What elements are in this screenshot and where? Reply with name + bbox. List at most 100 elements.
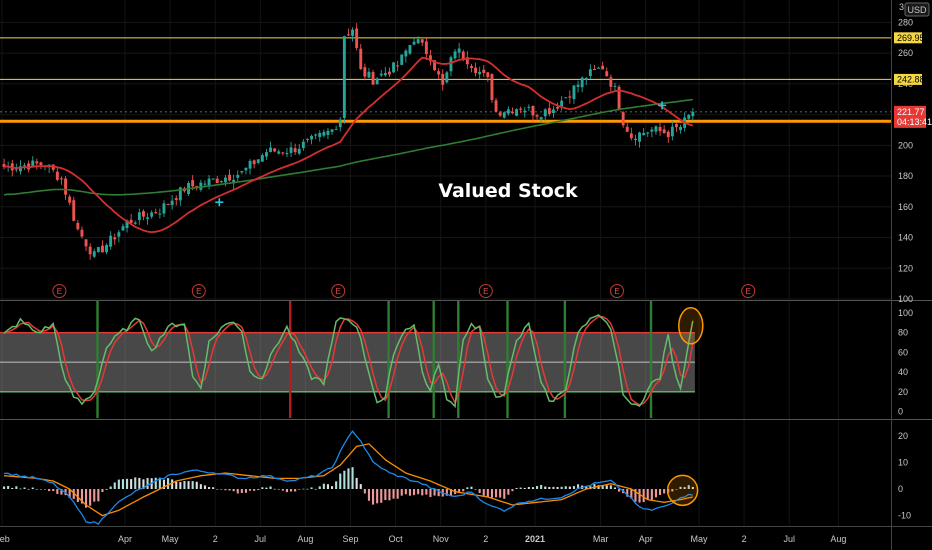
- candle-body: [543, 109, 547, 117]
- currency-label[interactable]: USD: [907, 5, 927, 15]
- histogram-bar: [515, 487, 518, 489]
- histogram-bar: [511, 489, 514, 492]
- earnings-icon[interactable]: [610, 284, 624, 298]
- histogram-bar: [220, 489, 223, 490]
- stochastic-k-line: [3, 314, 694, 409]
- histogram-bar: [437, 489, 440, 497]
- candle-body: [269, 147, 272, 152]
- histogram-bar: [97, 489, 100, 502]
- histogram-bar: [601, 484, 604, 489]
- histogram-bar: [216, 489, 219, 490]
- price-badge: [894, 32, 922, 44]
- macd-pane[interactable]: [3, 430, 699, 525]
- histogram-bar: [663, 489, 666, 494]
- stochastic-signal-bar: [289, 301, 292, 418]
- stochastic-axis[interactable]: 0 20 40 60 80 100: [898, 308, 913, 417]
- candle-body: [2, 164, 6, 167]
- time-axis[interactable]: Feb Apr May 2 Jul Aug Sep Oct Nov 2 2021 Mar Apr May 2…: [0, 534, 846, 544]
- histogram-bar: [199, 484, 202, 489]
- currency-button[interactable]: [904, 2, 930, 17]
- candle-body: [556, 106, 559, 109]
- histogram-bar: [413, 489, 416, 496]
- earnings-icon[interactable]: [478, 284, 493, 298]
- histogram-bar: [281, 489, 284, 491]
- histogram-bar: [470, 486, 473, 489]
- histogram-bar: [675, 489, 678, 490]
- candle-body: [552, 109, 555, 114]
- price-tick-label: 280: [898, 17, 913, 27]
- histogram-bar: [445, 489, 448, 496]
- earnings-icon[interactable]: [331, 284, 346, 298]
- histogram-bar: [650, 489, 653, 500]
- candle-body: [273, 148, 277, 152]
- candle-body: [527, 106, 531, 108]
- candle-body: [634, 138, 637, 140]
- candle-body: [84, 239, 88, 247]
- histogram-bar: [577, 484, 580, 489]
- histogram-bar: [503, 489, 506, 499]
- candle-body: [691, 111, 695, 117]
- earnings-label: E: [483, 287, 488, 296]
- histogram-bar: [466, 487, 469, 489]
- histogram-bar: [646, 489, 649, 500]
- candle-body: [470, 66, 473, 69]
- histogram-bar: [507, 489, 510, 495]
- histogram-bar: [175, 481, 178, 489]
- candle-body: [72, 200, 76, 221]
- price-badge: [894, 73, 922, 85]
- histogram-bar: [372, 489, 375, 505]
- candle-body: [236, 174, 240, 178]
- time-tick-label: Aug: [830, 534, 846, 544]
- price-pane[interactable]: E E E E E E Valued Stock: [0, 23, 891, 298]
- histogram-bar: [618, 489, 621, 492]
- candle-body: [117, 232, 121, 237]
- time-tick-label: May: [162, 534, 180, 544]
- histogram-bar: [630, 489, 633, 499]
- earnings-label: E: [336, 287, 341, 296]
- time-tick-label: Jul: [255, 534, 267, 544]
- histogram-bar: [277, 489, 280, 490]
- macd-axis[interactable]: -10 0 10 20: [898, 431, 911, 521]
- histogram-bar: [642, 489, 645, 503]
- histogram-bar: [19, 488, 22, 490]
- price-tick-label: 100: [898, 294, 913, 304]
- chart-grid: [0, 0, 891, 527]
- earnings-label: E: [196, 287, 201, 296]
- earnings-icon[interactable]: [52, 284, 67, 298]
- histogram-bar: [44, 489, 47, 490]
- last-price-label: 221.77: [897, 107, 925, 117]
- candle-body: [371, 72, 375, 85]
- candle-body: [347, 34, 350, 36]
- candle-body: [490, 74, 494, 100]
- histogram-bar: [89, 489, 92, 506]
- time-tick-label: 2021: [525, 534, 545, 544]
- time-tick-label: Feb: [0, 534, 10, 544]
- candle-body: [109, 235, 113, 247]
- histogram-bar: [384, 489, 387, 501]
- histogram-bar: [273, 488, 276, 490]
- candle-body: [429, 55, 432, 62]
- histogram-bar: [585, 486, 588, 489]
- histogram-bar: [158, 477, 161, 489]
- price-axis[interactable]: 100120140160180200220240260280: [898, 17, 913, 304]
- histogram-bar: [179, 482, 182, 489]
- candle-body: [486, 72, 490, 78]
- earnings-label: E: [614, 287, 619, 296]
- candle-body: [642, 133, 646, 136]
- candle-body: [383, 72, 387, 76]
- stochastic-pane[interactable]: [0, 301, 704, 418]
- candle-body: [330, 129, 334, 132]
- time-tick-label: Mar: [593, 534, 609, 544]
- candle-body: [494, 100, 498, 112]
- histogram-bar: [130, 479, 133, 489]
- histogram-bar: [126, 478, 129, 489]
- earnings-icon[interactable]: [741, 284, 756, 298]
- histogram-bar: [302, 488, 305, 490]
- price-tick-label: 200: [898, 140, 913, 150]
- candle-body: [256, 159, 260, 163]
- candle-body: [301, 141, 305, 149]
- earnings-icon[interactable]: [191, 284, 206, 298]
- candle-body: [281, 152, 285, 154]
- histogram-bar: [35, 489, 38, 490]
